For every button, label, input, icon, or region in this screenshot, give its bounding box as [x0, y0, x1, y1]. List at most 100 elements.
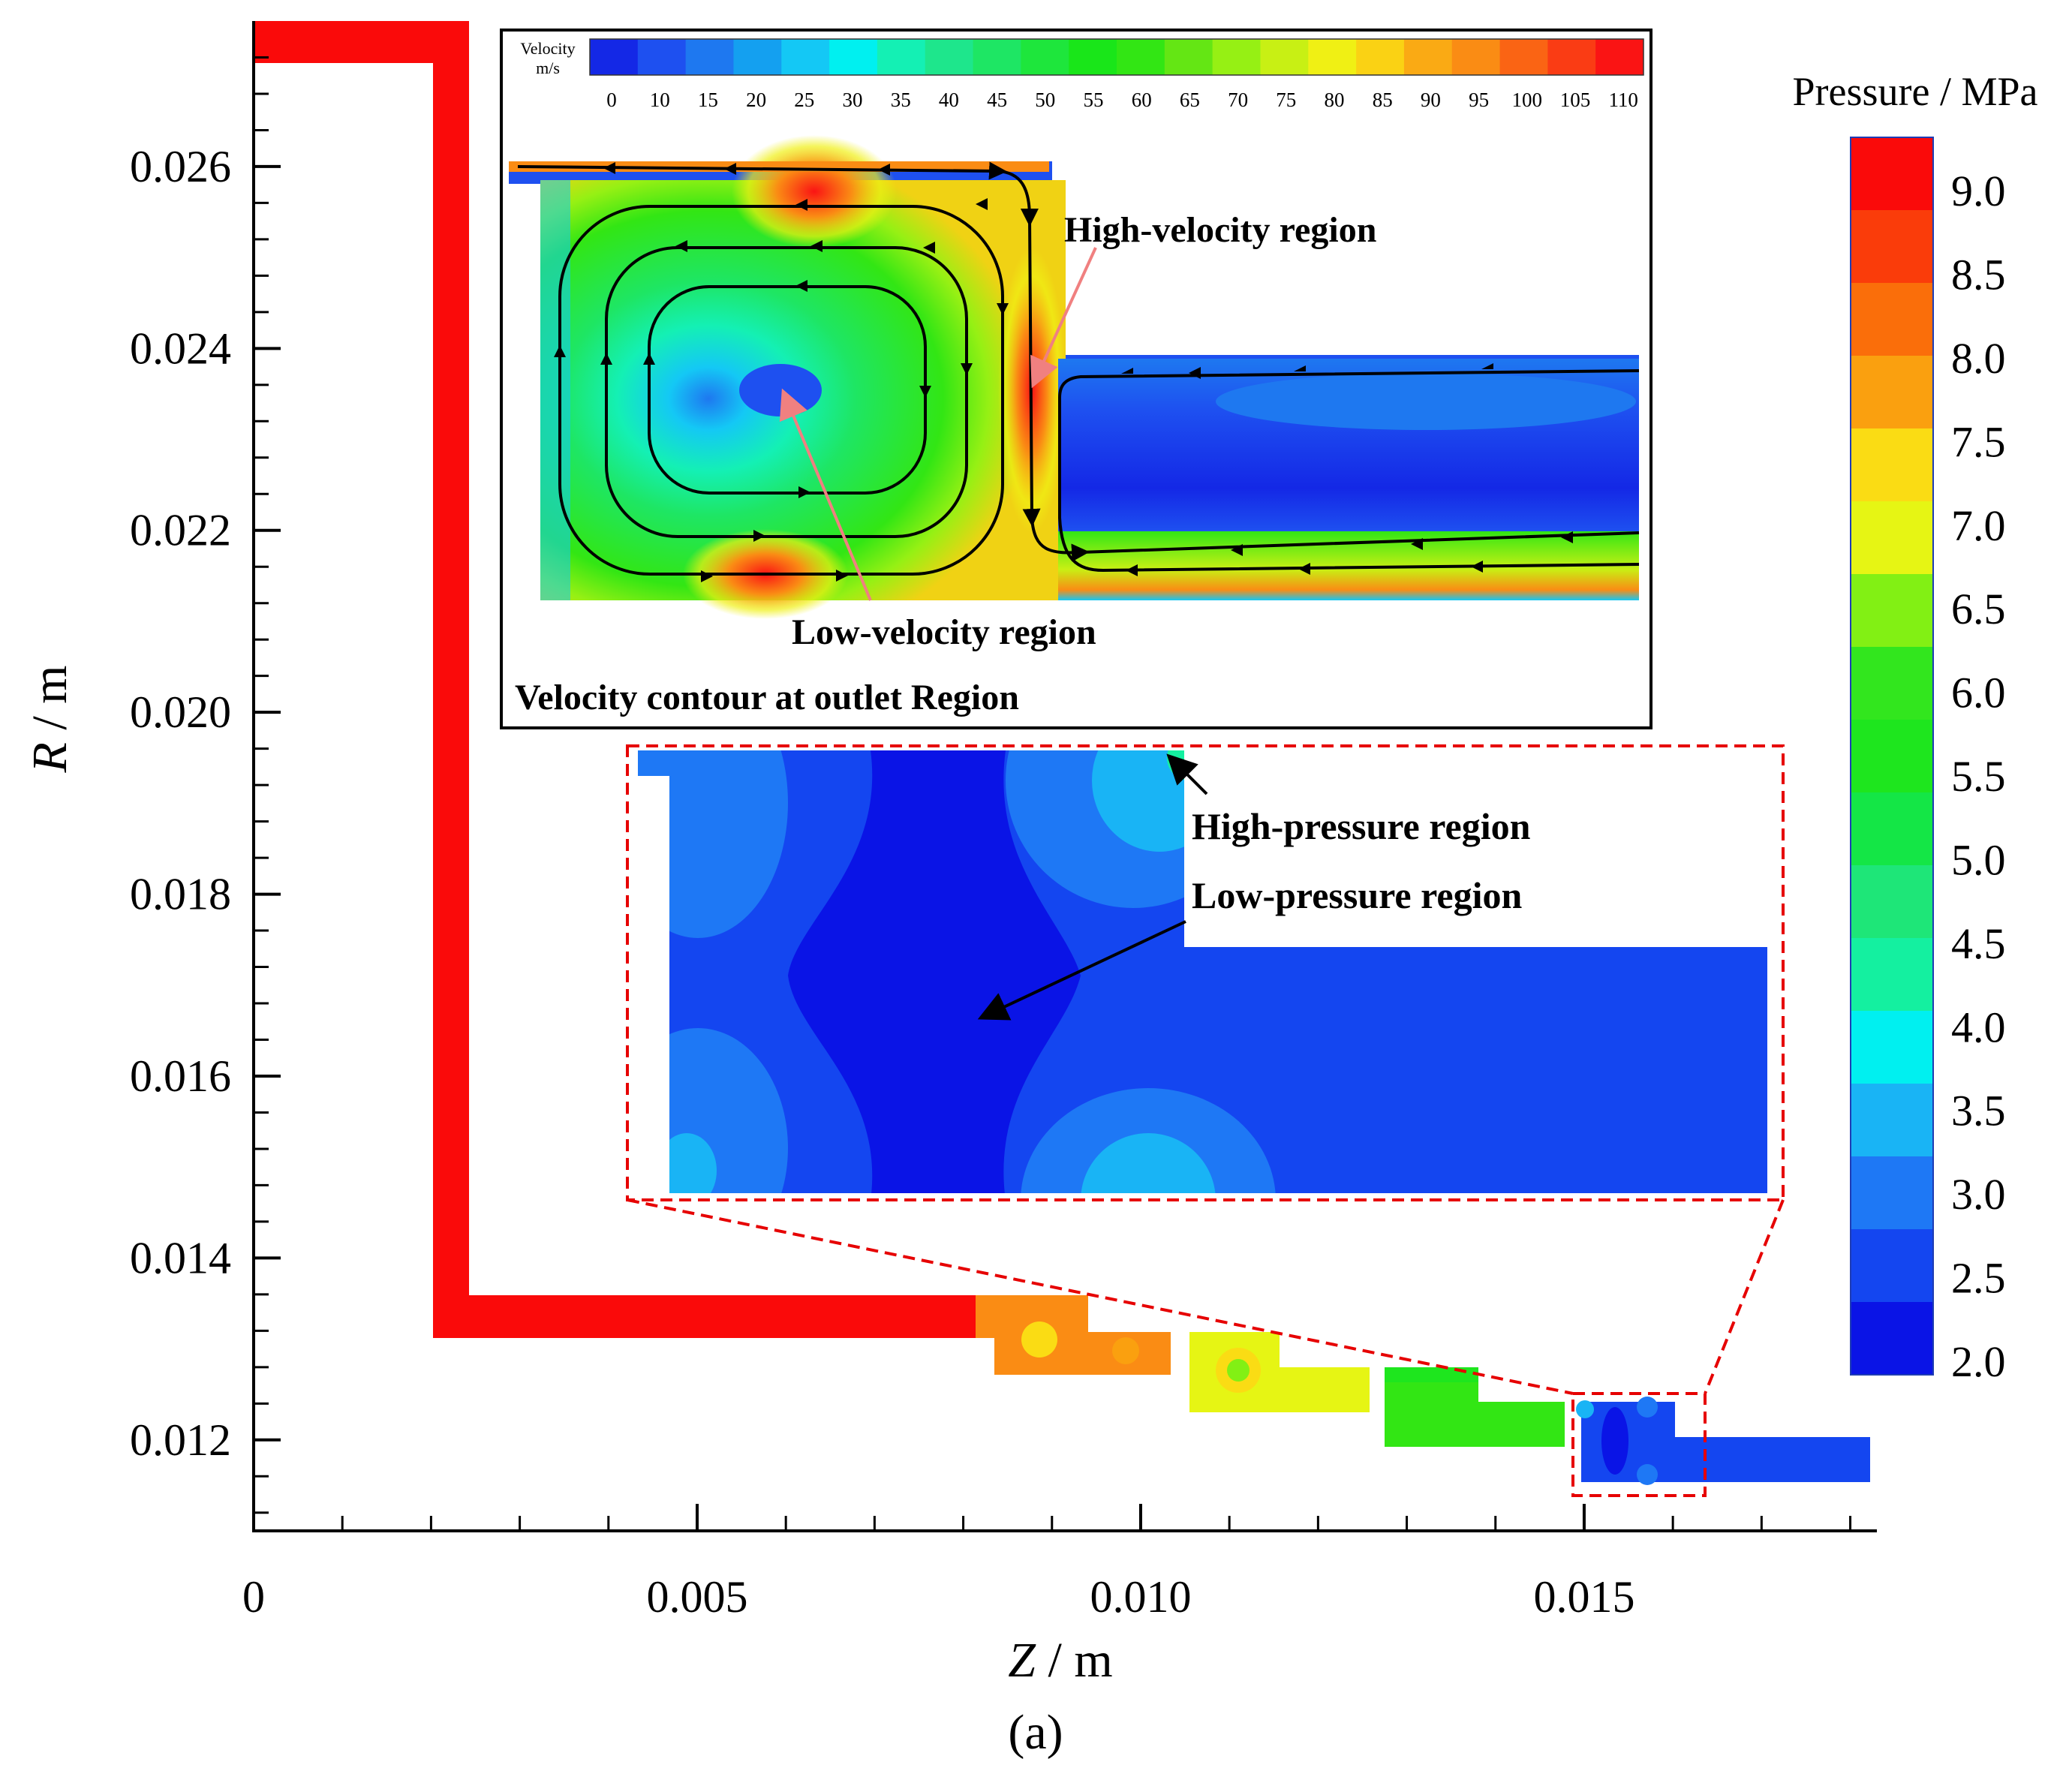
pressure-colorbar-band — [1851, 137, 1933, 211]
y-tick-label: 0.018 — [130, 870, 231, 919]
velocity-colorbar-band — [1356, 39, 1405, 75]
velocity-colorbar-band — [973, 39, 1021, 75]
y-tick-label: 0.012 — [130, 1415, 231, 1465]
velocity-colorbar-band — [1260, 39, 1309, 75]
stage-1-region — [976, 1295, 1171, 1375]
y-tick-label: 0.022 — [130, 506, 231, 555]
velocity-colorbar-label: 25 — [794, 89, 814, 111]
velocity-colorbar-label: 40 — [939, 89, 959, 111]
y-tick-label: 0.016 — [130, 1051, 231, 1101]
pressure-colorbar-label: 4.5 — [1951, 919, 2006, 968]
pressure-colorbar-band — [1851, 283, 1933, 356]
velocity-colorbar-band — [1164, 39, 1213, 75]
zoom-connector-right — [1704, 1199, 1785, 1394]
pressure-colorbar-label: 8.0 — [1951, 334, 2006, 383]
velocity-colorbar-band — [1117, 39, 1165, 75]
x-axis-ticks: 0 0.005 0.010 0.015 — [242, 1504, 1852, 1622]
pressure-colorbar-label: 9.0 — [1951, 167, 2006, 215]
velocity-colorbar-label: 100 — [1512, 89, 1543, 111]
pressure-colorbar-band — [1851, 210, 1933, 284]
zoom-source-box — [1571, 1392, 1707, 1497]
pressure-colorbar: Pressure / MPa 9.0 8.5 8.0 7.5 7.0 6.5 6.0 5.5 5… — [1793, 69, 2038, 1386]
low-velocity-label: Low-velocity region — [792, 612, 1096, 652]
velocity-colorbar-band — [1595, 39, 1644, 75]
velocity-colorbar-band — [781, 39, 830, 75]
velocity-colorbar-band — [829, 39, 878, 75]
velocity-colorbar-label: 15 — [698, 89, 718, 111]
y-tick-label: 0.026 — [130, 142, 231, 191]
pressure-colorbar-label: 2.5 — [1951, 1254, 2006, 1303]
velocity-colorbar-label: 20 — [746, 89, 766, 111]
velocity-colorbar-label: 55 — [1084, 89, 1104, 111]
axes: 0 0.005 0.010 0.015 0.0120.0140.0160.0180.0… — [130, 21, 1877, 1622]
velocity-colorbar-label: 60 — [1132, 89, 1152, 111]
pressure-colorbar-band — [1851, 1302, 1933, 1376]
pressure-colorbar-band — [1851, 1229, 1933, 1303]
velocity-colorbar-band — [1403, 39, 1453, 75]
velocity-colorbar-band — [637, 39, 687, 75]
stage-2-region — [1189, 1332, 1370, 1412]
velocity-colorbar-label: 30 — [843, 89, 863, 111]
pressure-colorbar-label: 6.5 — [1951, 585, 2006, 633]
stage-4-region — [1576, 1397, 1870, 1485]
velocity-colorbar-band — [1499, 39, 1548, 75]
velocity-colorbar-label: 85 — [1373, 89, 1393, 111]
velocity-colorbar-band — [1069, 39, 1117, 75]
pressure-colorbar-band — [1851, 938, 1933, 1012]
pressure-colorbar-label: 3.0 — [1951, 1170, 2006, 1219]
x-tick-label: 0.010 — [1090, 1572, 1191, 1622]
high-velocity-label: High-velocity region — [1064, 210, 1376, 250]
velocity-inset: Velocity m/s 0 10 15 20 25 30 35 40 45 50 55 60 65 70… — [500, 29, 1652, 729]
velocity-colorbar: Velocity m/s 0 10 15 20 25 30 35 40 45 50 55 60 65 70… — [520, 38, 1644, 111]
y-axis-title: R / m — [23, 665, 77, 773]
velocity-colorbar-label: 95 — [1469, 89, 1489, 111]
x-axis-title: Z / m — [1008, 1633, 1112, 1688]
zoom-connector-left — [627, 1198, 1574, 1395]
x-tick-label: 0 — [242, 1572, 265, 1622]
stage-3-region — [1385, 1367, 1565, 1447]
velocity-colorbar-band — [1308, 39, 1357, 75]
pressure-colorbar-label: 2.0 — [1951, 1337, 2006, 1386]
velocity-colorbar-label: 65 — [1180, 89, 1200, 111]
y-tick-label: 0.014 — [130, 1233, 231, 1282]
streamline-arrowheads — [554, 162, 1573, 582]
pressure-zoom-frame — [626, 744, 1785, 1201]
velocity-colorbar-band — [1547, 39, 1596, 75]
low-pressure-arrow — [977, 920, 1186, 1021]
pressure-zoom-field — [638, 750, 1767, 1193]
y-tick-label: 0.020 — [130, 687, 231, 737]
velocity-colorbar-label: 75 — [1276, 89, 1296, 111]
velocity-colorbar-band — [733, 39, 782, 75]
pressure-colorbar-band — [1851, 1084, 1933, 1157]
pressure-colorbar-band — [1851, 865, 1933, 939]
velocity-colorbar-band — [1451, 39, 1501, 75]
pressure-colorbar-band — [1851, 428, 1933, 502]
pressure-colorbar-band — [1851, 356, 1933, 429]
pressure-colorbar-band — [1851, 1156, 1933, 1230]
velocity-colorbar-band — [925, 39, 974, 75]
pressure-colorbar-band — [1851, 647, 1933, 720]
velocity-colorbar-label: 110 — [1608, 89, 1638, 111]
pressure-colorbar-title: Pressure / MPa — [1793, 69, 2038, 114]
velocity-colorbar-label: 90 — [1421, 89, 1441, 111]
velocity-colorbar-band — [1021, 39, 1069, 75]
pressure-colorbar-band — [1851, 574, 1933, 648]
velocity-inset-title: Velocity contour at outlet Region — [515, 678, 1019, 717]
pressure-colorbar-label: 8.5 — [1951, 251, 2006, 299]
pressure-colorbar-band — [1851, 720, 1933, 793]
y-tick-label: 0.024 — [130, 323, 231, 373]
velocity-colorbar-label: 35 — [891, 89, 911, 111]
panel-label: (a) — [1008, 1705, 1063, 1760]
velocity-colorbar-band — [1212, 39, 1261, 75]
pressure-colorbar-band — [1851, 1011, 1933, 1084]
pressure-colorbar-label: 6.0 — [1951, 669, 2006, 717]
high-pressure-label: High-pressure region — [1192, 805, 1531, 847]
pressure-colorbar-label: 5.5 — [1951, 752, 2006, 801]
pressure-colorbar-label: 7.5 — [1951, 417, 2006, 466]
velocity-colorbar-band — [590, 39, 639, 75]
velocity-colorbar-label: 10 — [650, 89, 670, 111]
low-pressure-label: Low-pressure region — [1192, 874, 1522, 916]
velocity-colorbar-label: 45 — [987, 89, 1007, 111]
pressure-colorbar-label: 7.0 — [1951, 501, 2006, 550]
